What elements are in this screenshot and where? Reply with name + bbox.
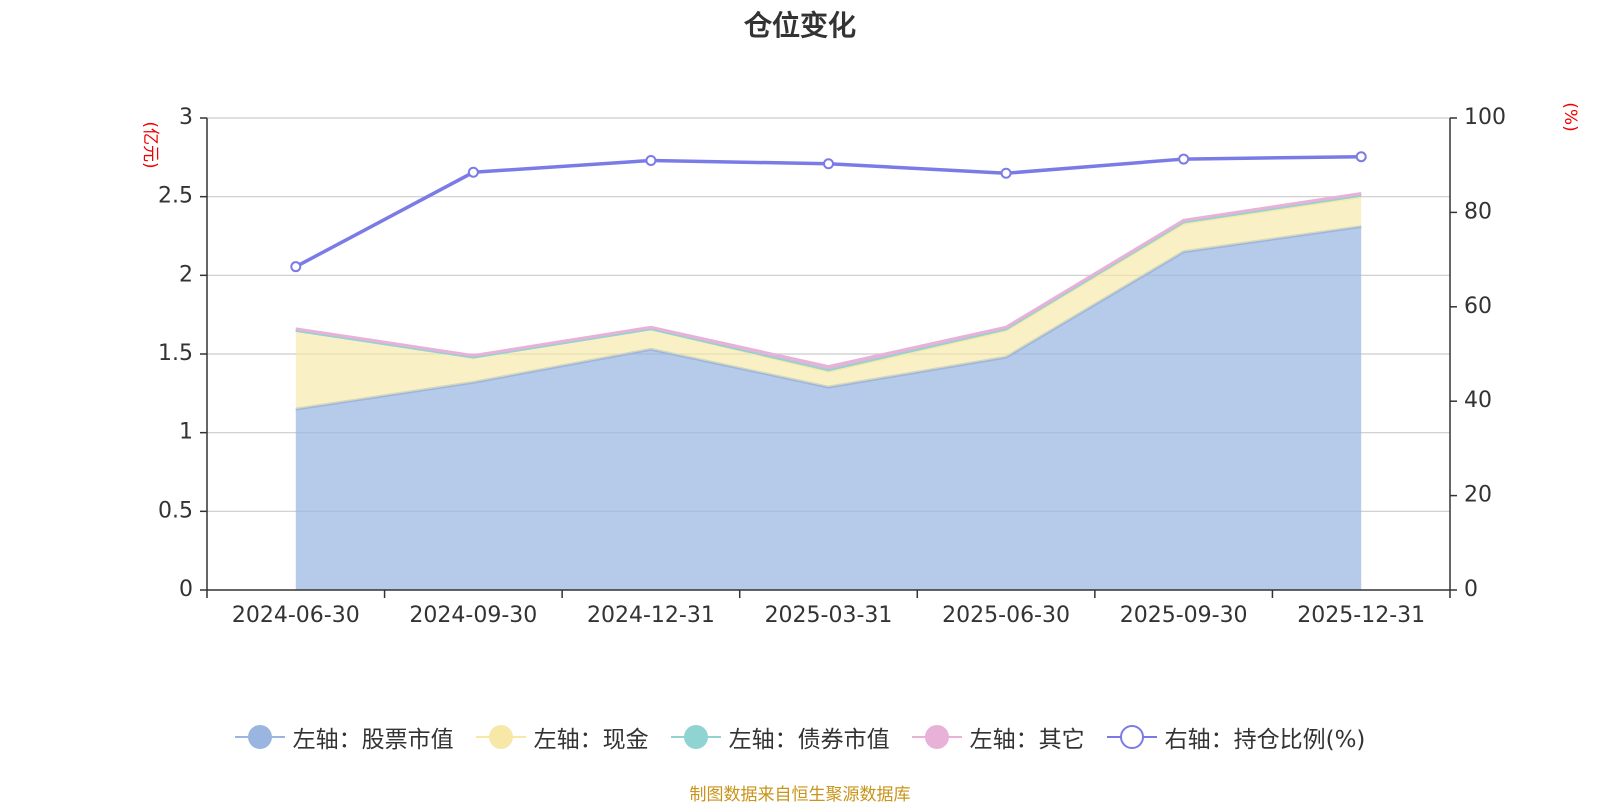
legend-item-2[interactable]: 左轴：现金	[475, 720, 649, 754]
legend-item-1[interactable]: 左轴：股票市值	[234, 720, 454, 754]
stacked-areas	[295, 192, 1362, 590]
left-tick-label: 2.5	[158, 184, 193, 209]
legend-item-5[interactable]: 右轴：持仓比例(%)	[1106, 720, 1366, 754]
x-tick-label: 2025-09-30	[1120, 603, 1248, 628]
right-tick-label: 20	[1464, 483, 1492, 508]
legend-item-4[interactable]: 左轴：其它	[911, 720, 1085, 754]
right-tick-label: 40	[1464, 388, 1492, 413]
area-edge-series-4	[295, 192, 1362, 369]
ratio-point	[1000, 167, 1012, 179]
legend-marker-icon	[1106, 722, 1157, 752]
left-tick-label: 0	[179, 577, 193, 602]
legend-marker-icon	[670, 722, 721, 752]
right-tick-label: 0	[1464, 577, 1478, 602]
legend-marker-icon	[234, 722, 285, 752]
x-tick-label: 2024-12-31	[587, 603, 715, 628]
x-tick-label: 2024-09-30	[409, 603, 537, 628]
x-tick-label: 2025-03-31	[765, 603, 893, 628]
ratio-point	[467, 166, 479, 178]
left-tick-label: 0.5	[158, 498, 193, 523]
left-tick-label: 1	[179, 420, 193, 445]
left-tick-label: 2	[179, 262, 193, 287]
left-tick-label: 3	[179, 105, 193, 130]
x-tick-label: 2025-06-30	[942, 603, 1070, 628]
legend-label: 左轴：股票市值	[292, 727, 454, 753]
legend-marker-icon	[475, 722, 526, 752]
x-tick-label: 2024-06-30	[232, 603, 360, 628]
position-ratio-line	[290, 151, 1367, 273]
chart-legend: 左轴：股票市值 左轴：现金 左轴：债券市值 左轴：其它 右轴：持仓比例(%)	[0, 720, 1600, 754]
left-tick-label: 1.5	[158, 341, 193, 366]
left-axis-unit: (亿元)	[140, 121, 160, 168]
right-tick-label: 80	[1464, 199, 1492, 224]
right-tick-label: 60	[1464, 294, 1492, 319]
ratio-point	[1355, 151, 1367, 163]
ratio-point	[1178, 153, 1190, 165]
right-tick-label: 100	[1464, 105, 1506, 130]
chart-title: 仓位变化	[743, 9, 856, 42]
x-tick-label: 2025-12-31	[1297, 603, 1425, 628]
legend-marker-icon	[911, 722, 962, 752]
area-series-1	[295, 226, 1362, 590]
area-series-2	[295, 196, 1362, 410]
axes: 0 0.5 1 1.5 2 2.5 3 0 20 40 60 80 100 2024-06-30 2024-…	[158, 105, 1506, 628]
right-axis-unit: (%)	[1560, 102, 1580, 131]
legend-label: 右轴：持仓比例(%)	[1164, 727, 1366, 753]
ratio-point	[823, 158, 834, 170]
legend-label: 左轴：其它	[969, 727, 1085, 753]
data-source-note: 制图数据来自恒生聚源数据库	[689, 785, 911, 805]
legend-item-3[interactable]: 左轴：债券市值	[670, 720, 890, 754]
ratio-point	[290, 261, 302, 273]
legend-label: 左轴：现金	[533, 727, 649, 753]
ratio-point	[645, 154, 657, 166]
legend-label: 左轴：债券市值	[728, 727, 890, 753]
chart-canvas: 0 0.5 1 1.5 2 2.5 3 0 20 40 60 80 100 2024-06-30 2024-…	[140, 102, 1580, 628]
